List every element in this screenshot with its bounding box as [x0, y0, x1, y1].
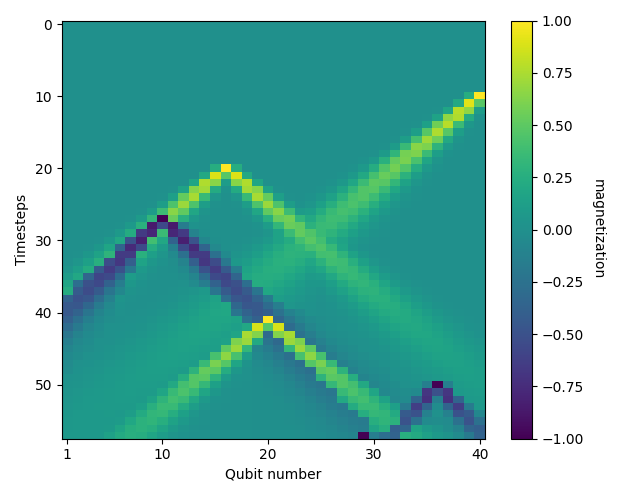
- X-axis label: Qubit number: Qubit number: [225, 468, 322, 482]
- Y-axis label: Timesteps: Timesteps: [15, 194, 29, 265]
- Y-axis label: magnetization: magnetization: [591, 179, 605, 280]
